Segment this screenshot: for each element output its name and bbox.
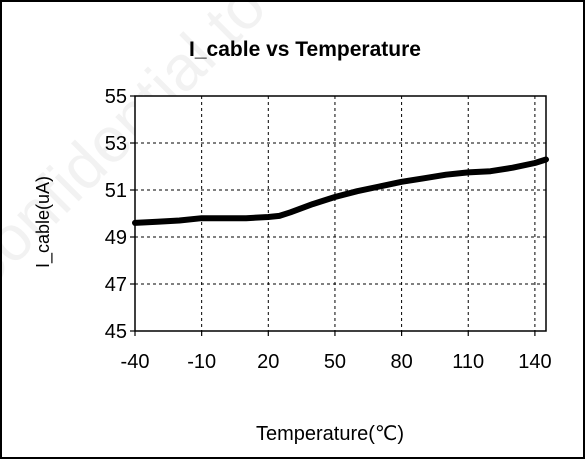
plot-area	[134, 95, 547, 332]
x-axis-label: Temperature(℃)	[256, 423, 404, 445]
x-tick-label: -40	[121, 351, 150, 373]
y-tick-label: 49	[105, 227, 127, 249]
y-tick-label: 55	[105, 86, 127, 108]
y-tick-label: 53	[105, 133, 127, 155]
x-tick-labels: -40 -10 20 50 80 110 140	[121, 351, 552, 373]
x-tick-label: 20	[257, 351, 279, 373]
x-tick-label: 110	[452, 351, 484, 373]
y-tick-label: 51	[105, 180, 127, 202]
grid-lines	[130, 95, 546, 336]
x-tick-label: 50	[324, 351, 346, 373]
x-tick-label: -10	[187, 351, 216, 373]
series-layer	[132, 156, 549, 226]
series-line	[132, 156, 549, 226]
y-tick-label: 47	[105, 274, 127, 296]
x-tick-label: 80	[390, 351, 412, 373]
y-tick-label: 45	[105, 321, 127, 343]
chart-title: I_cable vs Temperature	[189, 38, 421, 61]
x-tick-label: 140	[518, 351, 551, 373]
y-axis-label: I_cable(uA)	[33, 176, 54, 268]
y-tick-labels: 45 47 49 51 53 55	[105, 86, 127, 343]
